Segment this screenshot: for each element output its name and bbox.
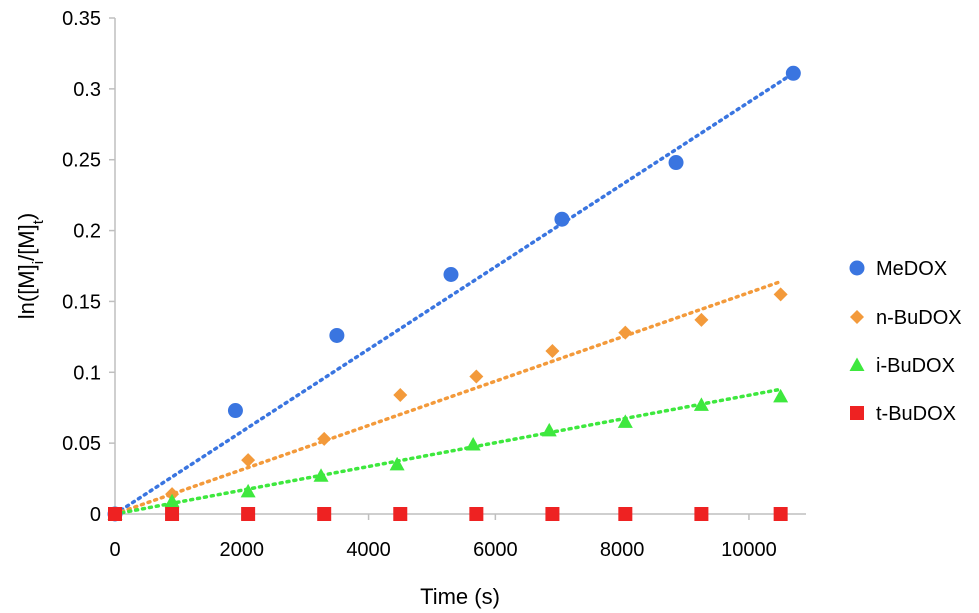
point-i-budox (164, 493, 180, 508)
legend-label-n-budox: n-BuDOX (876, 307, 962, 329)
y-tick-label: 0.2 (73, 221, 101, 243)
legend-marker-medox (849, 260, 865, 276)
point-i-budox (240, 483, 256, 498)
legend-marker-t-budox (850, 406, 864, 420)
point-t-budox (241, 507, 256, 521)
point-i-budox (693, 397, 709, 411)
legend-marker-i-budox (849, 357, 865, 371)
legend: MeDOX n-BuDOX i-BuDOX t-BuDOX (849, 258, 962, 425)
trendline-n-budox (113, 279, 783, 516)
point-t-budox (469, 507, 484, 521)
point-n-budox (618, 325, 633, 340)
trendline-medox (113, 71, 796, 516)
point-n-budox (469, 369, 484, 384)
axes (114, 18, 806, 515)
legend-label-medox: MeDOX (876, 258, 947, 280)
point-medox (785, 65, 801, 81)
point-t-budox (545, 507, 560, 521)
y-title-subscript: i (30, 261, 47, 264)
x-tick-labels: 0 2000 4000 6000 8000 10000 (109, 514, 777, 561)
y-axis-title: ln([M]i/[M]t) (14, 213, 47, 320)
y-tick-labels: 0 0.05 0.1 0.15 0.2 0.25 0.3 0.35 (62, 8, 115, 526)
point-n-budox (545, 344, 560, 359)
point-t-budox (773, 507, 788, 521)
y-tick-label: 0 (90, 504, 101, 526)
point-t-budox (317, 507, 332, 521)
y-title-subscript: t (30, 219, 47, 224)
data-points (107, 65, 801, 522)
point-n-budox (393, 387, 408, 402)
point-i-budox (617, 414, 633, 428)
y-tick-label: 0.05 (62, 433, 101, 455)
point-i-budox (541, 422, 557, 437)
point-n-budox (317, 431, 332, 446)
y-title-part: ln([M] (14, 264, 39, 319)
y-tick-label: 0.3 (73, 79, 101, 101)
x-tick-label: 0 (109, 539, 120, 561)
point-t-budox (618, 507, 633, 521)
legend-marker-n-budox (850, 310, 864, 324)
x-axis-title: Time (s) (420, 584, 500, 609)
y-tick-label: 0.15 (62, 291, 101, 313)
point-medox (329, 327, 345, 343)
point-medox (227, 403, 243, 419)
point-i-budox (313, 468, 329, 482)
point-n-budox (241, 453, 256, 468)
point-n-budox (773, 287, 788, 302)
x-tick-label: 10000 (721, 539, 777, 561)
y-tick-label: 0.25 (62, 150, 101, 172)
y-tick-label: 0.1 (73, 362, 101, 384)
point-t-budox (694, 507, 709, 521)
point-i-budox (465, 437, 481, 451)
point-i-budox (773, 388, 789, 403)
legend-label-t-budox: t-BuDOX (876, 403, 956, 425)
point-t-budox (108, 507, 122, 521)
point-t-budox (165, 507, 180, 521)
point-n-budox (694, 312, 709, 327)
x-tick-label: 4000 (346, 539, 391, 561)
point-i-budox (389, 456, 405, 471)
x-tick-label: 2000 (220, 539, 265, 561)
point-medox (443, 267, 459, 283)
point-medox (554, 211, 570, 227)
x-tick-label: 8000 (600, 539, 645, 561)
trendline-i-budox (113, 387, 783, 516)
y-title-part: ) (14, 213, 39, 220)
y-tick-label: 0.35 (62, 8, 101, 30)
trendlines (113, 71, 796, 516)
y-title-part: /[M] (14, 224, 39, 261)
point-t-budox (393, 507, 408, 521)
point-medox (668, 155, 684, 171)
x-tick-label: 6000 (473, 539, 518, 561)
legend-label-i-budox: i-BuDOX (876, 355, 955, 377)
